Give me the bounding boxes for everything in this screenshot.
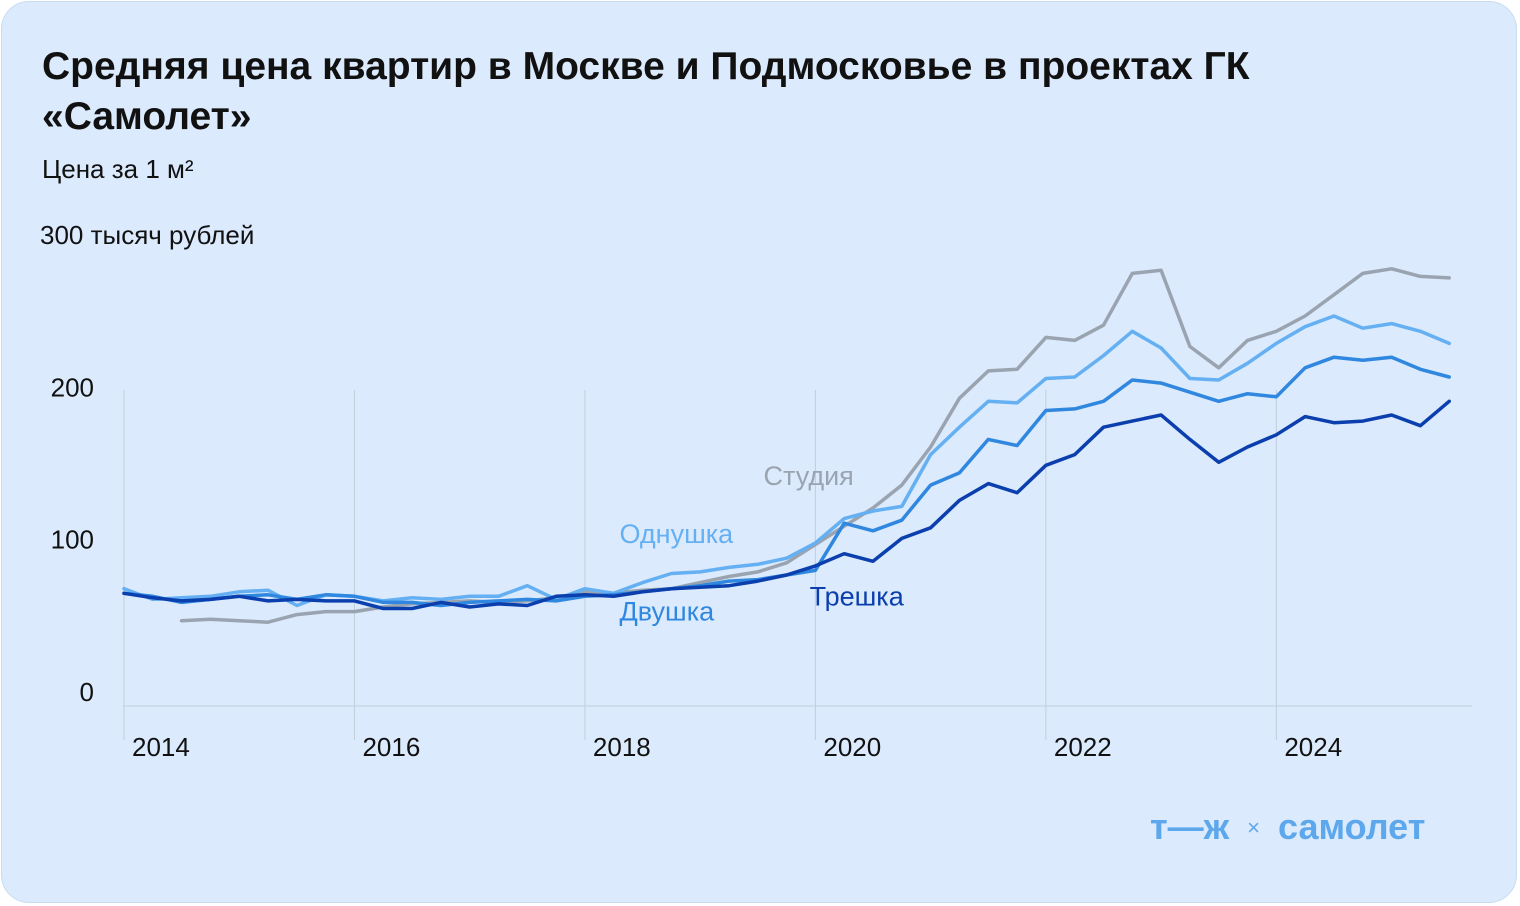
x-tick-label: 2020	[823, 732, 881, 762]
logo-separator: ×	[1247, 815, 1261, 840]
x-tick-label: 2024	[1284, 732, 1342, 762]
series-line-Трешка	[122, 399, 1451, 611]
y-tick-label: 0	[80, 677, 94, 707]
y-tick-label: 200	[51, 372, 94, 402]
tzh-logo-text: т—ж	[1150, 806, 1230, 847]
x-tick-label: 2016	[362, 732, 420, 762]
series-labels: Студия Однушка Двушка Трешка	[620, 461, 905, 627]
series-lines	[122, 267, 1451, 624]
grid-lines	[123, 390, 1277, 740]
series-label: Двушка	[620, 597, 716, 627]
samolet-logo-text: самолет	[1278, 806, 1426, 847]
brand-logo: т—ж × самолет	[1150, 806, 1425, 848]
series-label: Однушка	[620, 519, 735, 549]
series-label: Трешка	[810, 581, 905, 611]
x-tick-label: 2022	[1054, 732, 1112, 762]
y-tick-label: 300 тысяч рублей	[40, 220, 254, 250]
chart-subtitle: Цена за 1 м²	[42, 154, 194, 184]
axis: 2014 2016 2018 2020 2022 2024 300 тысяч рублей…	[40, 220, 1472, 762]
chart-title: Средняя цена квартир в Москве и Подмоско…	[42, 45, 1250, 138]
series-label: Студия	[764, 461, 854, 491]
x-tick-label: 2014	[132, 732, 190, 762]
y-tick-label: 100	[51, 525, 94, 555]
x-tick-label: 2018	[593, 732, 651, 762]
